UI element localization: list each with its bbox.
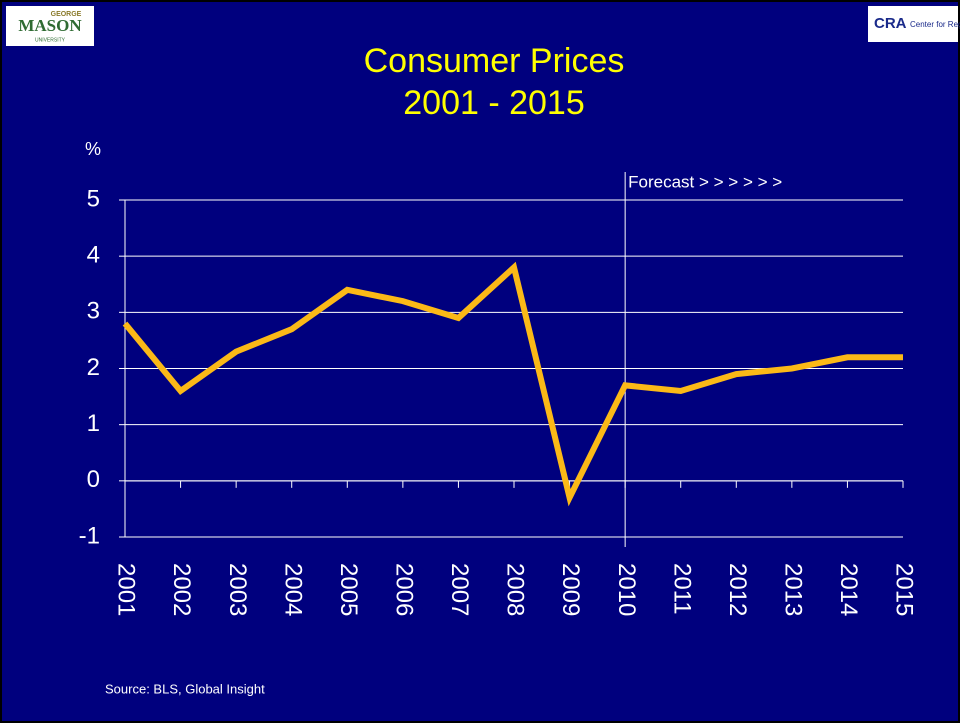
- mason-logo: GEORGE MASON UNIVERSITY: [6, 6, 94, 46]
- logo-text: CRA: [874, 15, 907, 32]
- logo-box: [868, 6, 958, 42]
- logo-text: GEORGE: [51, 11, 82, 18]
- cra-logo: CRA Center for Regional Analys: [868, 6, 960, 42]
- chart-title: Consumer Prices: [364, 42, 625, 80]
- x-tick-label: 2001: [113, 563, 140, 616]
- logo-text: Center for Regional Analys: [910, 20, 960, 29]
- x-tick-label: 2012: [724, 563, 751, 616]
- x-tick-label: 2007: [446, 563, 473, 616]
- y-tick-label: 1: [87, 410, 100, 437]
- source: Source: BLS, Global Insight: [105, 681, 265, 696]
- x-tick-label: 2011: [668, 563, 695, 615]
- y-tick-label: 2: [87, 354, 100, 381]
- y-tick-label: 5: [87, 185, 100, 212]
- y-axis-label: %: [85, 139, 101, 159]
- logo-text: MASON: [18, 16, 82, 35]
- x-tick-label: 2014: [835, 563, 862, 616]
- x-tick-label: 2010: [613, 563, 640, 616]
- line-series: [122, 261, 903, 507]
- x-tick-label: 2009: [557, 563, 584, 616]
- x-tick-label: 2008: [502, 563, 529, 616]
- chart-title: 2001 - 2015: [403, 84, 585, 122]
- x-tick-label: 2002: [168, 563, 195, 616]
- x-tick-label: 2006: [391, 563, 418, 616]
- y-tick-label: 0: [87, 466, 100, 493]
- logo-text: UNIVERSITY: [35, 37, 66, 43]
- x-tick-label: 2005: [335, 563, 362, 616]
- x-tick-label: 2015: [891, 563, 918, 616]
- x-tick-label: 2003: [224, 563, 251, 616]
- annotation: Forecast > > > > > >: [628, 172, 782, 191]
- logo-box: [6, 6, 94, 46]
- x-tick-label: 2013: [780, 563, 807, 616]
- y-tick-label: 3: [87, 298, 100, 325]
- y-tick-label: -1: [79, 522, 100, 549]
- x-tick-label: 2004: [279, 563, 306, 616]
- y-tick-label: 4: [87, 242, 100, 269]
